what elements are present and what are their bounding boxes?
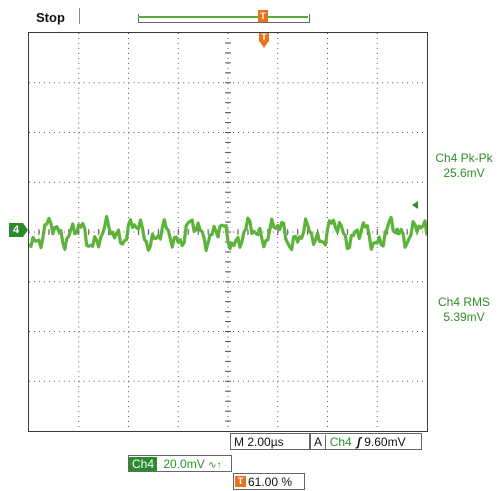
measurement-name: Ch4 RMS	[437, 295, 490, 309]
measurement-value: 25.6mV	[443, 166, 485, 180]
trigger-readout[interactable]: A Ch4 ʃ 9.60mV	[310, 433, 422, 450]
timebase-readout[interactable]: M 2.00µs	[230, 433, 310, 450]
trigger-source: Ch4	[324, 435, 354, 449]
trigger-level-arrow-icon[interactable]	[412, 201, 418, 209]
timebase-value: 2.00µs	[247, 435, 284, 449]
trigger-arrow-icon	[260, 42, 268, 48]
run-state-label: Stop	[36, 10, 65, 25]
vertical-scale: 20.0mV	[163, 457, 205, 471]
trigger-position-top-icon: T	[258, 10, 268, 22]
waveform-display	[29, 33, 427, 431]
record-view-window	[138, 16, 308, 18]
trigger-slope-icon: ʃ	[357, 435, 361, 449]
measurement-rms: Ch4 RMS 5.39mV	[424, 295, 504, 325]
status-divider	[79, 8, 80, 24]
trigger-t-icon: T	[259, 32, 269, 42]
measurement-value: 5.39mV	[443, 310, 485, 324]
trigger-mode: A	[314, 435, 322, 449]
trigger-position-value: 61.00 %	[248, 475, 293, 489]
ch4-ground-marker[interactable]: 4	[9, 223, 23, 237]
trigger-position-marker[interactable]: T	[259, 32, 269, 50]
measurement-pk-pk: Ch4 Pk-Pk 25.6mV	[424, 151, 504, 181]
ch4-trace	[29, 214, 427, 253]
timebase-label: M	[234, 435, 244, 449]
vertical-channel-tag: Ch4	[129, 457, 158, 471]
trigger-position-readout[interactable]: T 61.00 %	[233, 473, 305, 490]
trigger-position-t-icon: T	[235, 476, 246, 487]
record-length-bar	[138, 14, 310, 23]
waveform-graticule[interactable]	[28, 32, 428, 432]
trigger-level: 9.60mV	[364, 435, 406, 449]
measurement-name: Ch4 Pk-Pk	[435, 151, 493, 165]
ch4-marker-arrow-icon	[23, 223, 28, 237]
vertical-scale-readout[interactable]: Ch4 20.0mV ∿↑	[128, 455, 232, 472]
coupling-icon: ∿↑	[208, 460, 222, 471]
